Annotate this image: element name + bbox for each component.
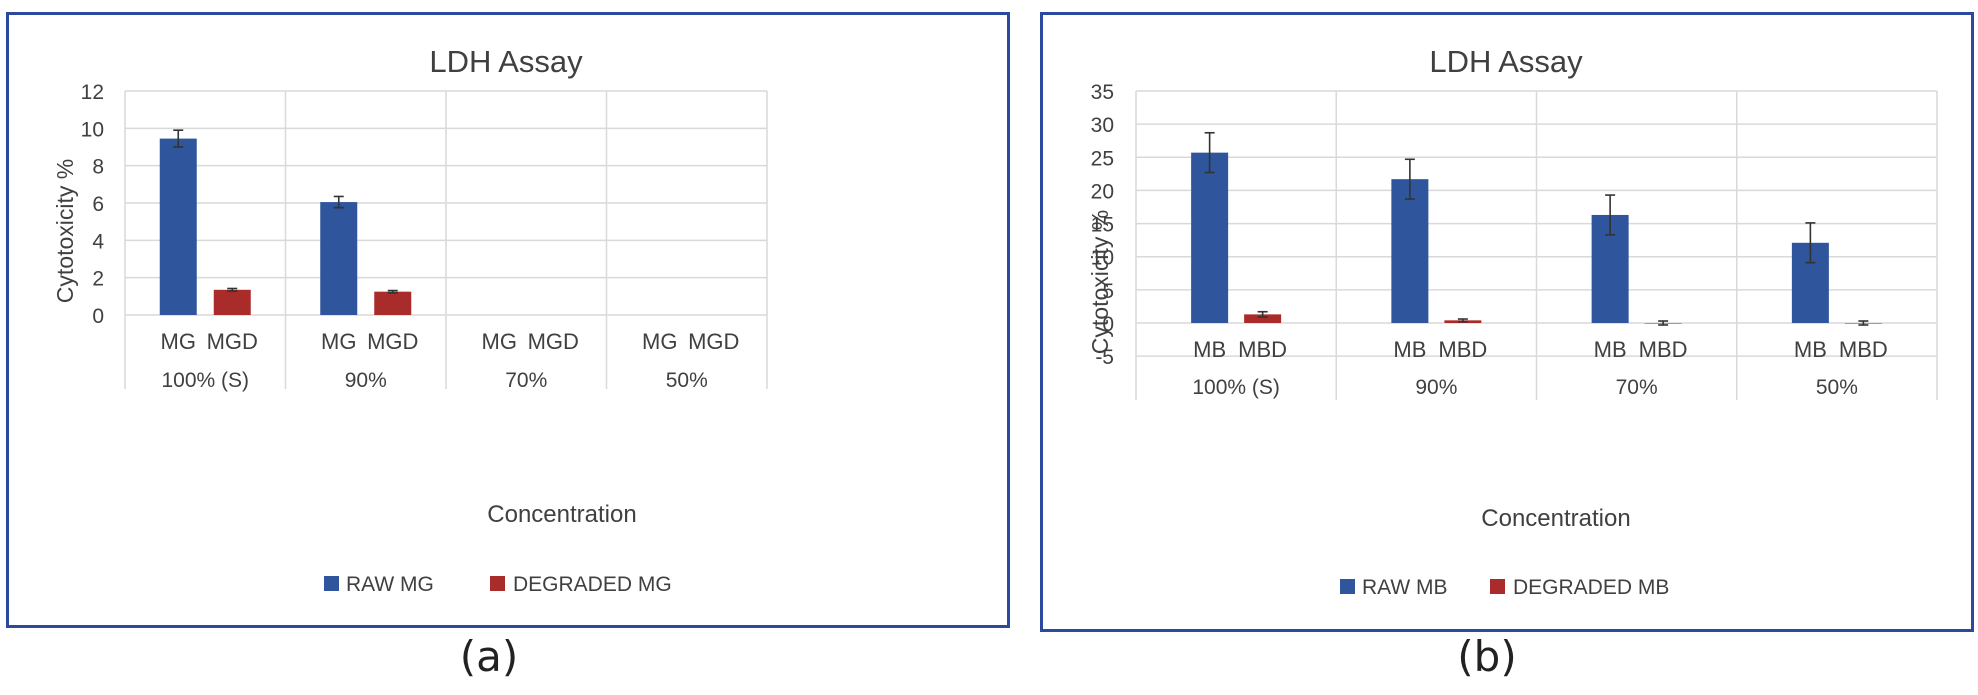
- y-tick-label: 2: [92, 268, 104, 291]
- group-label: 100% (S): [161, 369, 249, 392]
- group-label: 70%: [1616, 376, 1658, 399]
- subcategory-label: MGD: [207, 329, 258, 354]
- subcategory-label: MB: [1393, 337, 1426, 362]
- subcategory-label: MGD: [528, 329, 579, 354]
- subcategory-label: MBD: [1639, 337, 1688, 362]
- y-tick-label: 30: [1091, 114, 1114, 137]
- y-tick-label: 10: [1091, 247, 1114, 270]
- bar: [213, 289, 251, 315]
- chart-b-x-axis-label: Concentration: [1481, 505, 1630, 532]
- chart-b-y-axis-label: Cytotoxicity %: [1087, 210, 1113, 354]
- chart-b-frame: [1040, 12, 1974, 632]
- y-tick-label: -5: [1095, 346, 1114, 369]
- chart-a-x-axis-label: Concentration: [487, 501, 636, 528]
- group-label: 50%: [666, 369, 708, 392]
- bar: [374, 291, 412, 315]
- legend-label-degraded: DEGRADED MB: [1513, 576, 1669, 599]
- legend-swatch-degraded: [490, 576, 505, 591]
- bar: [159, 138, 197, 315]
- subcategory-label: MBD: [1438, 337, 1487, 362]
- caption-b: (b): [1457, 632, 1517, 681]
- chart-a-legend: RAW MG DEGRADED MG: [324, 573, 672, 596]
- chart-b: LDH Assay -5 0 5 10 15 20 25 30 35 MB MBD 100% (S) M…: [1040, 12, 1974, 632]
- subcategory-label: MG: [642, 329, 677, 354]
- legend-label-degraded: DEGRADED MG: [513, 573, 672, 596]
- subcategory-label: MG: [482, 329, 517, 354]
- group-label: 70%: [505, 369, 547, 392]
- subcategory-label: MBD: [1839, 337, 1888, 362]
- y-tick-label: 20: [1091, 180, 1114, 203]
- subcategory-label: MGD: [367, 329, 418, 354]
- y-tick-label: 5: [1102, 280, 1114, 303]
- subcategory-label: MB: [1794, 337, 1827, 362]
- chart-a-title: LDH Assay: [429, 44, 583, 79]
- subcategory-label: MGD: [688, 329, 739, 354]
- bar: [1191, 152, 1229, 323]
- y-tick-label: 6: [92, 193, 104, 216]
- y-tick-label: 4: [92, 230, 104, 253]
- y-tick-label: 0: [1102, 313, 1114, 336]
- legend-label-raw: RAW MB: [1362, 576, 1448, 599]
- chart-a-y-axis-label: Cytotoxicity %: [52, 159, 78, 303]
- bar: [320, 202, 358, 315]
- chart-b-legend: RAW MB DEGRADED MB: [1340, 576, 1669, 599]
- legend-swatch-degraded: [1490, 579, 1505, 594]
- group-label: 90%: [345, 369, 387, 392]
- chart-a-frame: [6, 12, 1010, 628]
- group-label: 90%: [1415, 376, 1457, 399]
- y-tick-label: 25: [1091, 147, 1114, 170]
- group-label: 50%: [1816, 376, 1858, 399]
- y-tick-label: 12: [81, 81, 104, 104]
- y-tick-label: 0: [92, 305, 104, 328]
- subcategory-label: MG: [161, 329, 196, 354]
- y-tick-label: 8: [92, 156, 104, 179]
- legend-label-raw: RAW MG: [346, 573, 434, 596]
- chart-a: LDH Assay 0 2 4 6 8 10 12 MG MGD 100% (S) MG MGD 90%…: [6, 12, 1010, 628]
- legend-swatch-raw: [1340, 579, 1355, 594]
- chart-b-title: LDH Assay: [1429, 44, 1583, 79]
- y-tick-label: 10: [81, 118, 104, 141]
- subcategory-label: MB: [1594, 337, 1627, 362]
- y-tick-label: 35: [1091, 81, 1114, 104]
- subcategory-label: MBD: [1238, 337, 1287, 362]
- legend-swatch-raw: [324, 576, 339, 591]
- subcategory-label: MG: [321, 329, 356, 354]
- y-tick-label: 15: [1091, 214, 1114, 237]
- group-label: 100% (S): [1192, 376, 1280, 399]
- bar: [1244, 314, 1282, 323]
- subcategory-label: MB: [1193, 337, 1226, 362]
- caption-a: (a): [459, 632, 519, 681]
- bar: [1391, 179, 1429, 323]
